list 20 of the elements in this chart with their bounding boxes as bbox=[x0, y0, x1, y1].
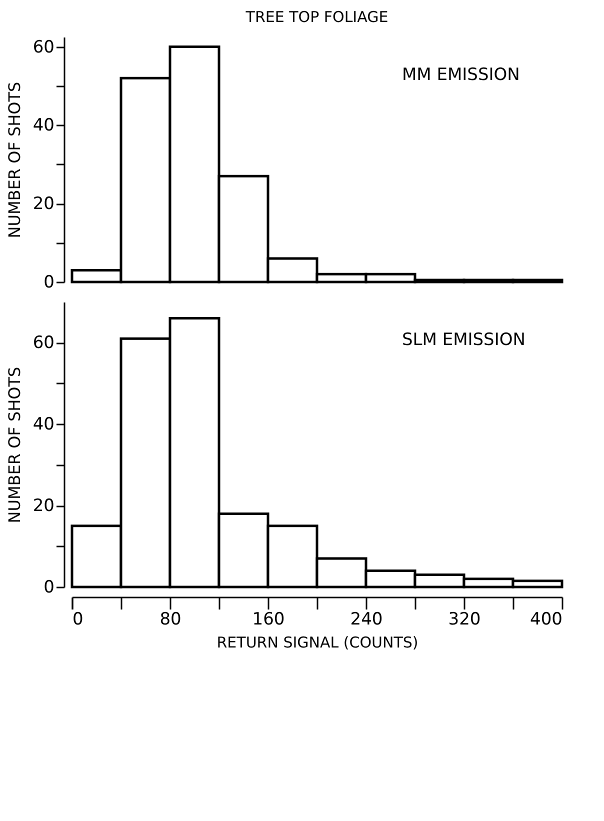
x-tick-label: 80 bbox=[160, 610, 182, 630]
x-axis-title: RETURN SIGNAL (COUNTS) bbox=[216, 634, 418, 652]
y-tick-label: 20 bbox=[32, 496, 54, 516]
y-tick-label: 0 bbox=[44, 272, 54, 292]
y-tick-label: 0 bbox=[44, 578, 54, 598]
x-tick-label: 0 bbox=[72, 610, 84, 630]
y-tick-label: 60 bbox=[32, 37, 54, 58]
y-tick-label: 40 bbox=[32, 414, 54, 435]
y-axis-title: NUMBER OF SHOTS bbox=[4, 366, 24, 524]
x-tick-label: 240 bbox=[350, 610, 383, 630]
annotation: MM EMISSION bbox=[402, 65, 520, 85]
x-tick-label: 400 bbox=[530, 610, 562, 630]
y-axis-title: NUMBER OF SHOTS bbox=[4, 82, 24, 238]
x-tick-label: 160 bbox=[252, 610, 285, 630]
chart-title: TREE TOP FOLIAGE bbox=[244, 8, 388, 26]
y-tick-label: 40 bbox=[32, 116, 54, 136]
annotation: SLM EMISSION bbox=[402, 330, 526, 350]
x-tick-label: 320 bbox=[448, 610, 481, 630]
y-tick-label: 20 bbox=[32, 194, 54, 214]
y-tick-label: 60 bbox=[32, 333, 54, 354]
